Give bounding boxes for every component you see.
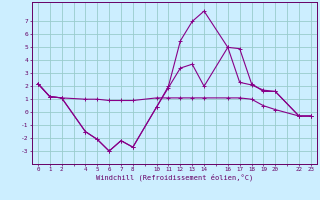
X-axis label: Windchill (Refroidissement éolien,°C): Windchill (Refroidissement éolien,°C) (96, 174, 253, 181)
